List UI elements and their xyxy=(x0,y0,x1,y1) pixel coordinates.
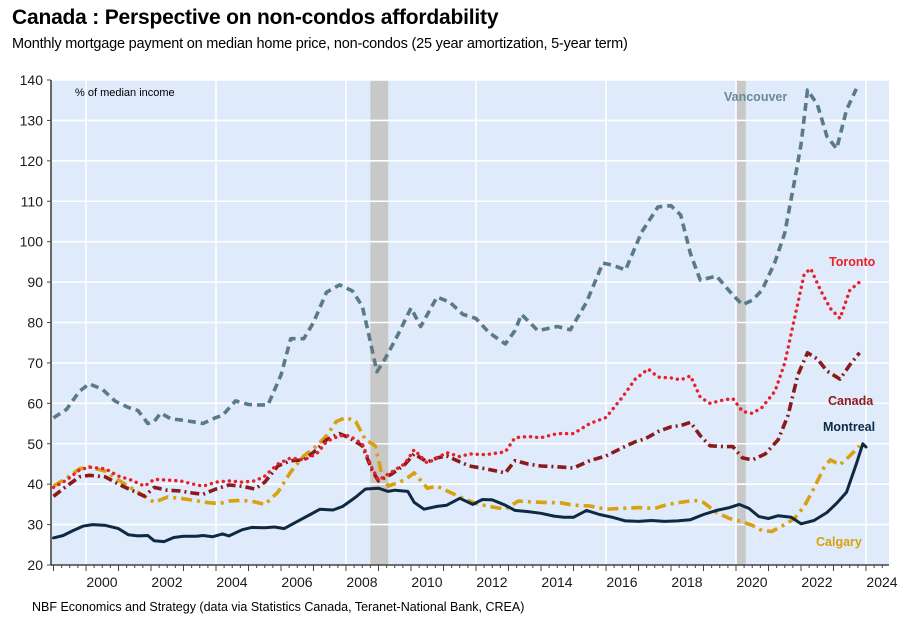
series-line-toronto xyxy=(51,267,862,490)
chart-title: Canada : Perspective on non-condos affor… xyxy=(12,6,499,29)
y-tick-label: 140 xyxy=(20,72,44,88)
x-tick-label: 2002 xyxy=(151,574,182,590)
x-tick-label: 2000 xyxy=(86,574,117,590)
y-tick-label: 80 xyxy=(27,315,43,331)
y-tick-label: 120 xyxy=(20,153,44,169)
y-tick-label: 50 xyxy=(27,436,43,452)
gridlines xyxy=(51,79,889,565)
x-tick-label: 2010 xyxy=(411,574,442,590)
series-line-vancouver xyxy=(52,88,858,426)
chart-subtitle: Monthly mortgage payment on median home … xyxy=(12,36,628,52)
series-line-canada xyxy=(52,351,861,499)
y-tick-label: 20 xyxy=(27,557,43,573)
y-unit-label: % of median income xyxy=(75,87,175,99)
x-tick-label: 2022 xyxy=(801,574,832,590)
y-tick-label: 40 xyxy=(27,476,43,492)
label-montreal: Montreal xyxy=(823,420,875,434)
series-line-montreal xyxy=(52,442,868,544)
y-tick-label: 30 xyxy=(27,517,43,533)
label-calgary: Calgary xyxy=(816,535,862,549)
x-tick-label: 2016 xyxy=(606,574,637,590)
series-lines xyxy=(51,88,868,544)
y-tick-label: 70 xyxy=(27,355,43,371)
y-tick-label: 90 xyxy=(27,274,43,290)
x-tick-label: 2020 xyxy=(736,574,767,590)
x-tick-label: 2024 xyxy=(866,574,897,590)
y-tick-label: 100 xyxy=(20,234,44,250)
y-tick-label: 60 xyxy=(27,395,43,411)
y-tick-label: 130 xyxy=(20,112,44,128)
label-vancouver: Vancouver xyxy=(724,90,787,104)
x-tick-label: 2008 xyxy=(346,574,377,590)
series-line-calgary xyxy=(52,415,861,534)
label-canada: Canada xyxy=(828,394,874,408)
x-tick-label: 2012 xyxy=(476,574,507,590)
labels: % of median income Vancouver Toronto Can… xyxy=(75,87,876,549)
label-toronto: Toronto xyxy=(829,255,876,269)
axes: 20 30 40 50 60 70 80 90 100 110 120 130 140 2000 2002 2… xyxy=(20,72,898,590)
x-tick-label: 2004 xyxy=(216,574,247,590)
x-tick-label: 2006 xyxy=(281,574,312,590)
source-note: NBF Economics and Strategy (data via Sta… xyxy=(32,600,525,614)
x-tick-label: 2014 xyxy=(541,574,572,590)
y-tick-label: 110 xyxy=(21,193,44,209)
x-tick-label: 2018 xyxy=(671,574,702,590)
